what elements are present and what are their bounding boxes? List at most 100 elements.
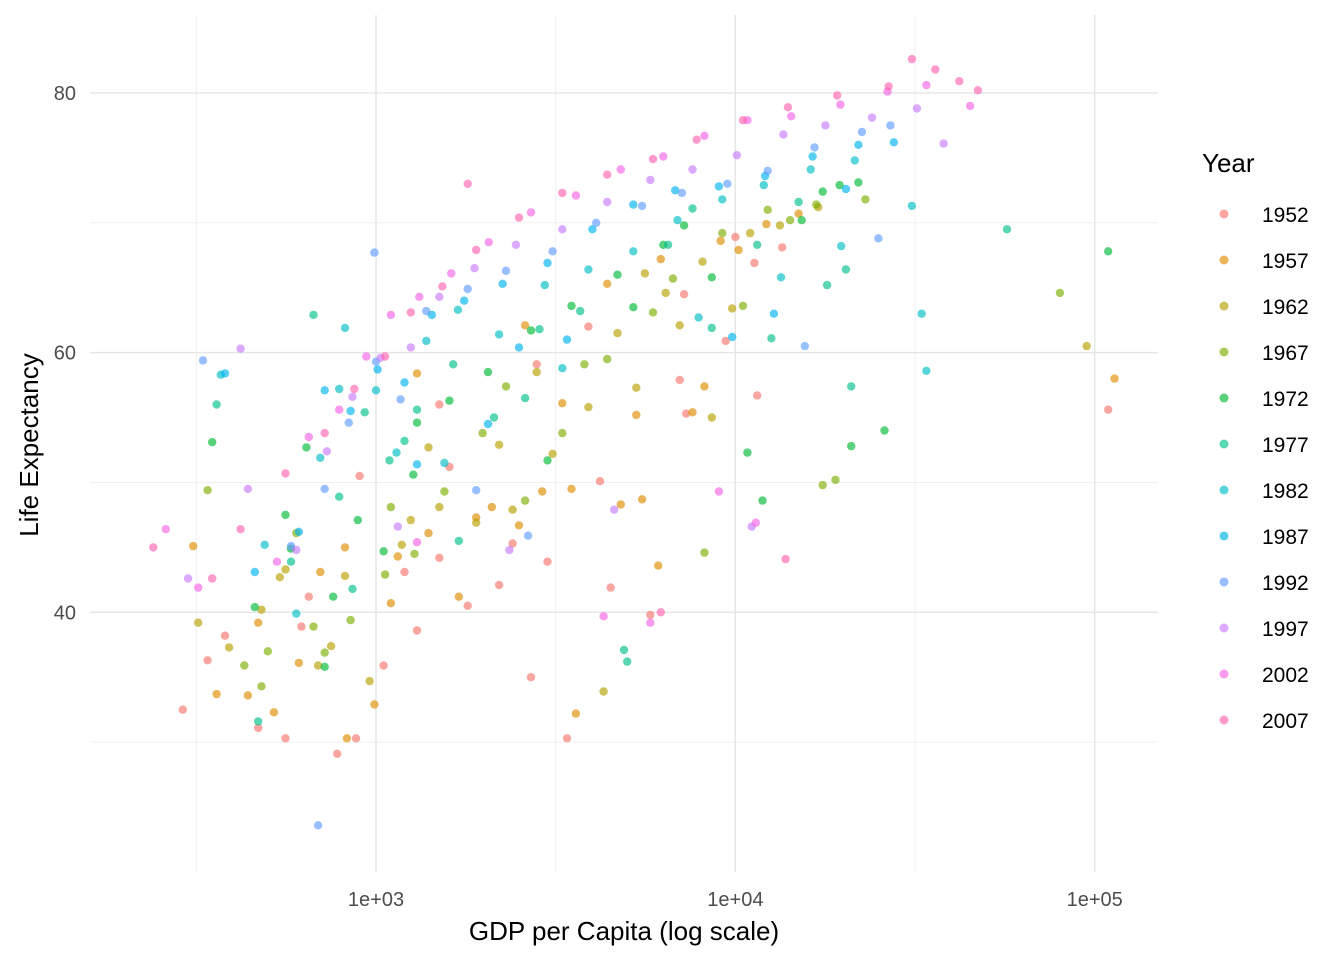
data-point (841, 265, 851, 274)
data-point (346, 406, 355, 416)
data-point (322, 447, 332, 456)
data-point (224, 643, 234, 652)
data-point (220, 369, 230, 378)
data-point (810, 143, 819, 152)
data-point (335, 384, 344, 394)
data-point (281, 469, 290, 478)
data-point (692, 135, 701, 144)
data-point (778, 243, 787, 252)
data-point (212, 689, 221, 699)
data-point (362, 352, 371, 361)
data-point (257, 605, 266, 614)
series-1977 (212, 197, 1012, 726)
data-point (599, 687, 608, 696)
data-point (386, 310, 396, 320)
data-point (750, 258, 759, 268)
data-point (623, 657, 632, 666)
data-point (424, 443, 433, 452)
data-point (595, 477, 605, 486)
data-point (412, 418, 422, 427)
data-point (380, 570, 390, 579)
data-point (508, 539, 517, 548)
data-point (422, 306, 431, 316)
data-point (646, 610, 655, 620)
data-point (409, 470, 418, 479)
data-point (272, 557, 282, 566)
data-point (438, 282, 447, 291)
data-point (1055, 288, 1065, 298)
data-point (379, 661, 388, 670)
legend-key (1219, 393, 1229, 403)
series-1997 (183, 104, 948, 583)
data-point (532, 367, 541, 377)
data-point (698, 257, 707, 266)
data-point (763, 166, 772, 175)
data-point (320, 662, 329, 671)
data-point (668, 274, 678, 283)
data-point (435, 502, 444, 512)
data-point (281, 510, 290, 520)
legend-key (1219, 347, 1229, 357)
data-point (731, 232, 740, 242)
data-point (316, 567, 325, 577)
x-axis-title: GDP per Capita (log scale) (469, 916, 779, 946)
data-point (454, 592, 463, 601)
legend-label: 1972 (1262, 388, 1309, 411)
data-point (254, 717, 263, 726)
data-point (822, 280, 832, 290)
data-point (483, 367, 493, 377)
data-point (440, 458, 449, 468)
data-point (494, 440, 504, 449)
data-point (806, 165, 815, 174)
data-point (449, 360, 458, 369)
data-point (257, 682, 266, 691)
data-point (304, 432, 313, 442)
data-point (673, 216, 682, 225)
data-point (294, 527, 304, 536)
data-point (558, 188, 567, 198)
data-point (548, 247, 557, 256)
data-point (584, 265, 593, 274)
data-point (370, 248, 379, 257)
legend: Year 1952 1957 1962 1967 1972 1977 1982 1987 199… (1202, 148, 1309, 733)
data-point (847, 441, 856, 451)
legend-label: 1987 (1262, 526, 1309, 549)
data-point (548, 449, 557, 459)
data-point (440, 487, 449, 496)
data-point (508, 505, 517, 514)
x-tick-label: 1e+04 (707, 889, 763, 911)
grid-lines (90, 15, 1158, 872)
data-point (831, 475, 840, 485)
data-point (759, 180, 768, 190)
data-point (632, 410, 641, 420)
data-point (743, 448, 752, 457)
legend-key (1219, 623, 1229, 633)
data-point (700, 382, 709, 391)
data-point (648, 308, 658, 317)
data-point (922, 80, 931, 90)
x-tick-label: 1e+03 (348, 889, 404, 911)
data-point (320, 484, 329, 494)
data-point (392, 448, 401, 457)
data-point (302, 443, 311, 452)
data-point (700, 548, 709, 557)
data-point (580, 360, 589, 369)
legend-key (1219, 669, 1229, 679)
data-point (514, 213, 524, 222)
series-2007 (149, 54, 983, 617)
data-point (342, 734, 352, 743)
data-point (558, 225, 567, 234)
data-point (412, 369, 422, 378)
data-point (738, 301, 748, 311)
data-point (344, 418, 353, 427)
data-point (847, 382, 856, 391)
data-point (535, 325, 544, 334)
data-point (850, 156, 859, 165)
data-point (1104, 405, 1113, 414)
data-point (520, 321, 530, 330)
legend-label: 1982 (1262, 480, 1309, 503)
data-point (463, 601, 472, 610)
data-point (212, 400, 221, 409)
data-point (619, 645, 629, 655)
